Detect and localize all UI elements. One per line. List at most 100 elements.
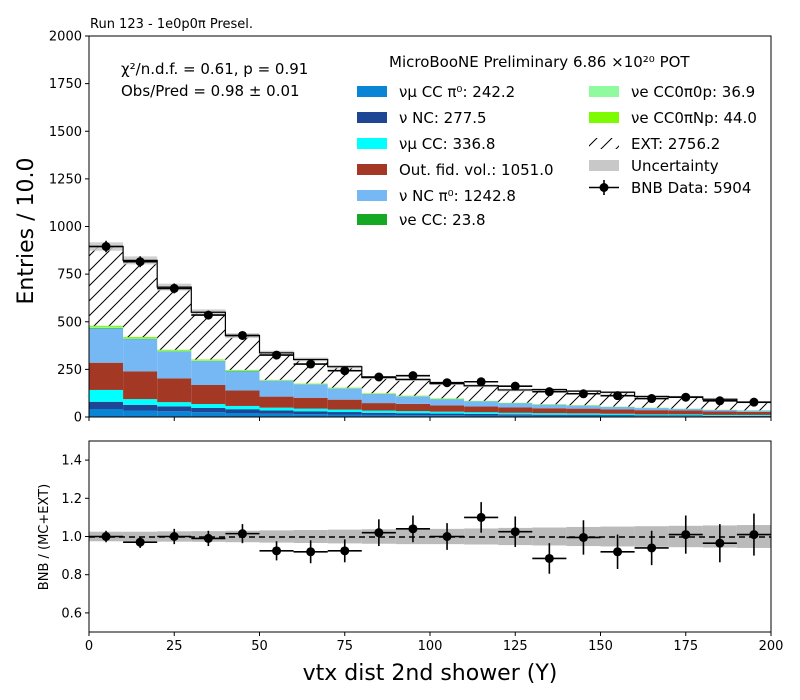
bar-out-fid-vol--bin-1 — [123, 371, 158, 400]
ratio-point — [293, 540, 328, 564]
bar--nc--bin-3 — [191, 361, 226, 385]
ratio-point — [327, 539, 362, 563]
bar--cc-bin-7 — [327, 409, 362, 413]
bar--e-cc0-np-bin-3 — [191, 359, 226, 361]
legend-swatch — [357, 190, 387, 201]
bar-out-fid-vol--bin-16 — [634, 410, 669, 415]
bar--nc-bin-12 — [498, 414, 533, 416]
bar--cc-bin-0 — [89, 389, 124, 402]
bar-out-fid-vol--bin-9 — [395, 403, 430, 412]
bar--nc--bin-10 — [430, 399, 465, 406]
bar--e-cc-bin-1 — [123, 338, 158, 340]
legend-label: νμ CC: 336.8 — [399, 135, 495, 153]
bar--cc-bin-6 — [293, 408, 328, 412]
y-tick-label: 1750 — [49, 77, 82, 92]
bar--nc-bin-10 — [430, 413, 465, 416]
x-tick-label: 175 — [673, 639, 698, 654]
ratio-point — [600, 534, 635, 569]
data-point — [327, 366, 362, 376]
bar--nc-bin-2 — [157, 406, 192, 412]
bar-out-fid-vol--bin-19 — [736, 411, 771, 415]
main-y-axis-label: Entries / 10.0 — [14, 157, 39, 304]
bar--nc--bin-17 — [668, 408, 703, 411]
main-plot-panel: 0 250 500 750 1000 1250 1500 1750 2000 Entries /… — [14, 30, 772, 426]
y-tick-label: 250 — [57, 363, 82, 378]
data-point — [668, 392, 703, 402]
bar-ext-bin-9 — [395, 379, 430, 396]
ratio-point — [566, 520, 601, 555]
ratio-y-axis-label: BNB / (MC+EXT) — [37, 484, 52, 590]
bar--cc-bin-18 — [702, 414, 737, 416]
bar--cc-bin-16 — [634, 414, 669, 416]
bar--cc-bin-19 — [736, 414, 771, 416]
bar--e-cc0-np-bin-1 — [123, 336, 158, 338]
data-point — [293, 359, 328, 369]
bar--nc--bin-16 — [634, 408, 669, 411]
bar--cc-bin-8 — [361, 410, 396, 413]
bar--nc--bin-19 — [736, 410, 771, 412]
bar-ext-bin-12 — [498, 389, 533, 403]
bar--cc--bin-3 — [191, 412, 226, 417]
bar--nc-bin-4 — [225, 409, 260, 413]
data-point — [361, 372, 396, 382]
y-tick-label: 0.8 — [61, 568, 82, 583]
bar-ext-bin-4 — [225, 335, 260, 370]
run-label: Run 123 - 1e0p0π Presel. — [90, 17, 253, 32]
bar--cc-bin-5 — [259, 407, 294, 411]
bar--cc--bin-8 — [361, 414, 396, 417]
data-point — [736, 397, 771, 407]
bar--cc--bin-6 — [293, 414, 328, 417]
data-point — [157, 283, 192, 294]
bar--e-cc-bin-0 — [89, 327, 124, 329]
bar-out-fid-vol--bin-15 — [600, 409, 635, 414]
bar--cc-bin-10 — [430, 411, 465, 414]
data-point — [566, 389, 601, 399]
bar-ext-bin-8 — [361, 377, 396, 394]
bar--nc--bin-14 — [566, 405, 601, 409]
legend-entry-left-3: Out. fid. vol.: 1051.0 — [357, 161, 554, 179]
bar--cc--bin-2 — [157, 411, 192, 417]
bar--nc--bin-12 — [498, 403, 533, 408]
obs-pred-text: Obs/Pred = 0.98 ± 0.01 — [121, 82, 300, 100]
bar--cc-bin-3 — [191, 404, 226, 408]
bar-ext-bin-13 — [532, 389, 567, 405]
bar--nc--bin-15 — [600, 406, 635, 410]
legend-title: MicroBooNE Preliminary 6.86 ×10²⁰ POT — [389, 53, 690, 71]
data-point — [259, 350, 294, 360]
ratio-point — [225, 524, 260, 544]
bar-out-fid-vol--bin-0 — [89, 362, 124, 390]
ratio-point — [430, 523, 465, 550]
legend-swatch — [357, 112, 387, 123]
ratio-point — [498, 516, 533, 548]
y-tick-label: 750 — [57, 268, 82, 283]
bar-out-fid-vol--bin-18 — [702, 411, 737, 415]
ratio-point — [361, 519, 396, 547]
data-point — [532, 387, 567, 397]
y-tick-label: 500 — [57, 315, 82, 330]
legend-swatch — [357, 86, 387, 97]
ratio-point — [702, 524, 737, 563]
legend: MicroBooNE Preliminary 6.86 ×10²⁰ POT νμ… — [357, 53, 757, 229]
bar--cc-bin-13 — [532, 413, 567, 415]
legend-entry-left-4: ν NC π⁰: 1242.8 — [357, 187, 516, 205]
legend-label: Out. fid. vol.: 1051.0 — [399, 161, 554, 179]
data-point — [634, 394, 669, 404]
legend-label: νe CC: 23.8 — [399, 211, 486, 229]
bar--nc--bin-9 — [395, 396, 430, 404]
bar--e-cc0-0p-bin-2 — [157, 350, 192, 352]
legend-entry-right-4: BNB Data: 5904 — [589, 179, 751, 197]
data-point — [600, 391, 635, 401]
bar-out-fid-vol--bin-4 — [225, 390, 260, 406]
bar--e-cc0-0p-bin-3 — [191, 360, 226, 361]
bar--nc-bin-15 — [600, 415, 635, 417]
bar-ext-bin-10 — [430, 383, 465, 399]
bar-out-fid-vol--bin-8 — [361, 403, 396, 411]
bar--cc--bin-4 — [225, 412, 260, 417]
data-point — [123, 256, 158, 268]
data-point — [89, 240, 124, 253]
legend-label: ν NC π⁰: 1242.8 — [399, 187, 516, 205]
bar--cc-bin-1 — [123, 399, 158, 405]
legend-entry-right-2: EXT: 2756.2 — [589, 135, 720, 153]
bar-out-fid-vol--bin-5 — [259, 396, 294, 408]
